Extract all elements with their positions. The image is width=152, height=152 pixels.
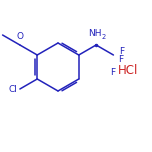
Text: F: F [119, 47, 124, 57]
Text: F: F [110, 68, 115, 77]
Text: F: F [118, 55, 123, 64]
Text: Cl: Cl [8, 85, 17, 95]
Text: 2: 2 [102, 34, 106, 40]
Text: O: O [16, 32, 23, 41]
Text: HCl: HCl [118, 64, 138, 76]
Text: NH: NH [88, 29, 102, 38]
